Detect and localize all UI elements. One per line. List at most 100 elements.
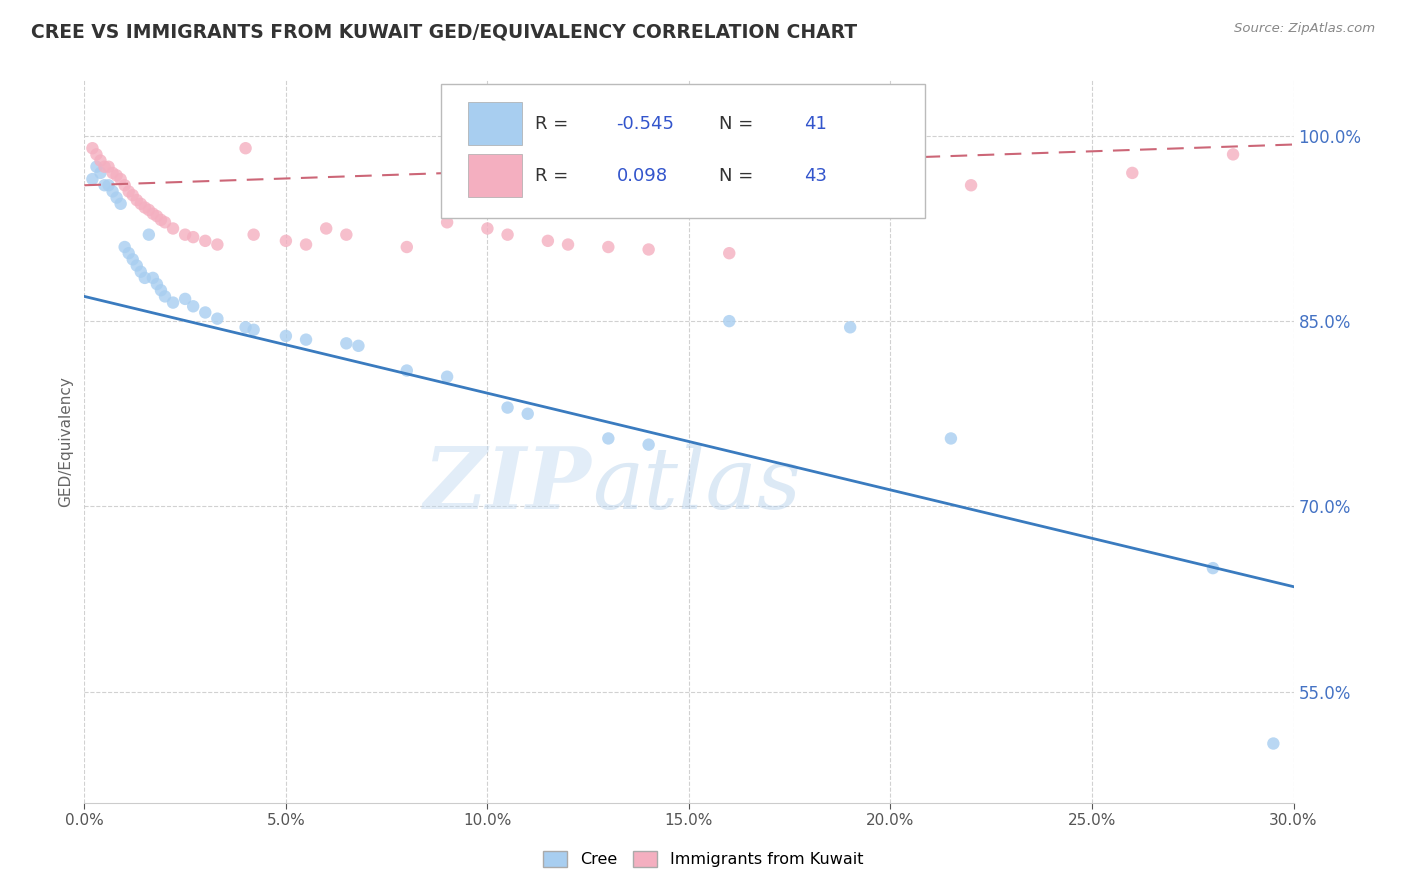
Y-axis label: GED/Equivalency: GED/Equivalency (58, 376, 73, 507)
Point (105, 191, 128, 205)
Point (142, 207, 165, 221)
Point (496, 227, 519, 242)
Text: R =: R = (536, 167, 568, 185)
FancyBboxPatch shape (441, 84, 925, 218)
Point (395, 363, 418, 377)
Point (129, 265, 152, 279)
Point (274, 329, 297, 343)
Point (1202, 561, 1225, 575)
Point (194, 305, 217, 319)
Point (335, 336, 357, 351)
Point (496, 401, 519, 415)
FancyBboxPatch shape (468, 102, 522, 145)
Point (93, 160, 115, 174)
Text: CREE VS IMMIGRANTS FROM KUWAIT GED/EQUIVALENCY CORRELATION CHART: CREE VS IMMIGRANTS FROM KUWAIT GED/EQUIV… (31, 22, 858, 41)
FancyBboxPatch shape (468, 154, 522, 197)
Point (436, 215, 458, 229)
Point (125, 259, 148, 273)
Point (537, 234, 560, 248)
Text: atlas: atlas (592, 443, 801, 526)
Point (82, 141, 104, 155)
Point (142, 271, 165, 285)
Point (153, 289, 176, 303)
Text: 41: 41 (804, 115, 827, 133)
Point (89, 153, 111, 168)
Point (295, 333, 318, 347)
Point (839, 320, 862, 334)
Point (153, 215, 176, 229)
Point (235, 141, 257, 155)
Point (134, 271, 156, 285)
Point (86, 160, 108, 174)
Point (315, 221, 337, 235)
Point (637, 243, 659, 257)
Point (235, 320, 257, 334)
Point (242, 323, 264, 337)
Point (295, 237, 318, 252)
Point (149, 212, 172, 227)
Point (118, 185, 141, 199)
Text: Source: ZipAtlas.com: Source: ZipAtlas.com (1234, 22, 1375, 36)
Point (557, 237, 579, 252)
Point (121, 188, 143, 202)
Point (121, 252, 143, 267)
Point (274, 234, 297, 248)
Point (105, 169, 128, 183)
Point (174, 227, 197, 242)
Point (101, 166, 124, 180)
Point (718, 314, 741, 328)
Point (477, 221, 499, 235)
Point (89, 166, 111, 180)
Text: -0.545: -0.545 (616, 115, 675, 133)
Point (718, 246, 741, 260)
Point (939, 432, 962, 446)
Point (110, 196, 132, 211)
Point (138, 227, 160, 242)
Point (82, 172, 104, 186)
Point (598, 240, 620, 254)
Point (146, 209, 169, 223)
Point (162, 221, 184, 235)
Point (93, 178, 115, 193)
Text: 43: 43 (804, 167, 827, 185)
Point (101, 185, 124, 199)
Point (1222, 147, 1244, 161)
Text: R =: R = (536, 115, 568, 133)
Point (97, 160, 120, 174)
Point (1263, 737, 1285, 751)
Point (97, 178, 120, 193)
Point (134, 201, 156, 215)
Point (110, 172, 132, 186)
Point (347, 339, 370, 353)
Point (125, 193, 148, 207)
Point (162, 295, 184, 310)
Text: N =: N = (720, 115, 754, 133)
Point (138, 202, 160, 217)
Point (1121, 166, 1143, 180)
Point (181, 230, 204, 244)
Point (335, 227, 357, 242)
Point (242, 227, 264, 242)
Legend: Cree, Immigrants from Kuwait: Cree, Immigrants from Kuwait (534, 843, 872, 875)
Point (129, 196, 152, 211)
Text: ZIP: ZIP (425, 443, 592, 526)
Point (960, 178, 983, 193)
Text: N =: N = (720, 167, 754, 185)
Point (181, 299, 204, 313)
Point (516, 407, 538, 421)
Point (146, 277, 169, 291)
Point (207, 237, 229, 252)
Point (118, 246, 141, 260)
Point (436, 369, 458, 384)
Point (598, 432, 620, 446)
Point (149, 283, 172, 297)
Point (114, 240, 136, 254)
Text: 0.098: 0.098 (616, 167, 668, 185)
Point (779, 196, 801, 211)
Point (114, 178, 136, 193)
Point (86, 147, 108, 161)
Point (637, 437, 659, 451)
Point (207, 311, 229, 326)
Point (174, 292, 197, 306)
Point (395, 240, 418, 254)
